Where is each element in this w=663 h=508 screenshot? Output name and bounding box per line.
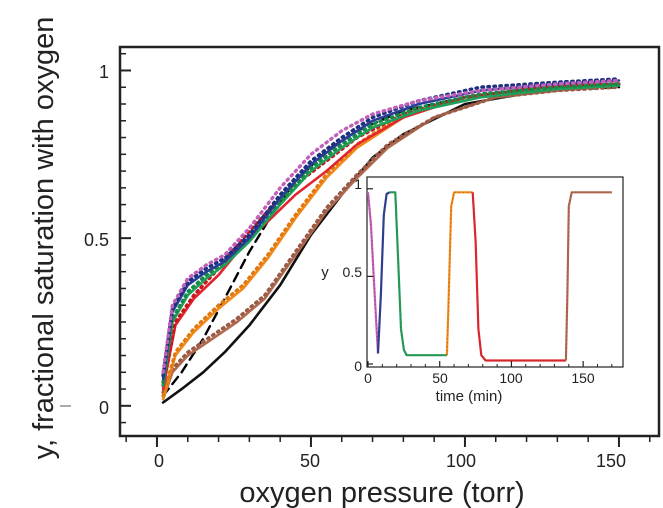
inset-ytick-label: 0 bbox=[354, 358, 362, 374]
inset-series-group bbox=[366, 191, 612, 362]
main-plot-frame bbox=[118, 45, 661, 438]
inset-y-tick-labels: 0 0.5 1 bbox=[343, 176, 363, 374]
inset-chart: 0 50 100 150 0 0.5 1 time (min) y bbox=[321, 176, 624, 405]
main-y-axis-title: y, fractional saturation with oxygen bbox=[28, 17, 60, 460]
inset-x-tick-labels: 0 50 100 150 bbox=[364, 370, 595, 386]
main-xtick-label: 0 bbox=[154, 451, 164, 471]
main-series-blue-dotted bbox=[161, 77, 621, 378]
main-x-axis-title: oxygen pressure (torr) bbox=[239, 477, 524, 508]
inset-x-axis-title: time (min) bbox=[436, 388, 503, 405]
main-ytick-label: 0.5 bbox=[84, 230, 109, 250]
main-series-group bbox=[161, 77, 621, 404]
inset-series-fit-magenta bbox=[367, 192, 379, 354]
inset-xtick-label: 0 bbox=[364, 370, 372, 386]
inset-series-fit-red bbox=[472, 192, 566, 361]
inset-series-fit-orange bbox=[446, 191, 473, 356]
main-chart: 0 50 100 150 0 0.5 1 oxygen pressure (to… bbox=[28, 17, 661, 508]
inset-xtick-label: 100 bbox=[499, 370, 523, 386]
main-xtick-label: 50 bbox=[300, 451, 320, 471]
main-y-tick-labels: 0 0.5 1 bbox=[84, 62, 109, 418]
main-series-green-dotted bbox=[161, 82, 621, 384]
inset-xtick-label: 50 bbox=[432, 370, 448, 386]
main-xtick-label: 150 bbox=[596, 451, 626, 471]
main-ytick-label: 0 bbox=[99, 398, 109, 418]
main-xtick-label: 100 bbox=[446, 451, 476, 471]
inset-series-fit-brown bbox=[565, 191, 612, 361]
main-series-model-black-dashed bbox=[161, 85, 621, 397]
inset-xtick-label: 150 bbox=[571, 370, 595, 386]
inset-ytick-label: 1 bbox=[354, 176, 362, 192]
inset-ytick-label: 0.5 bbox=[343, 264, 363, 280]
inset-ticks bbox=[367, 188, 613, 367]
main-series-green-solid bbox=[161, 84, 621, 388]
main-ticks bbox=[120, 52, 651, 447]
main-x-tick-labels: 0 50 100 150 bbox=[154, 451, 626, 471]
main-series-orange-dotted bbox=[161, 82, 621, 398]
inset-y-axis-title: y bbox=[321, 264, 329, 281]
inset-series-green bbox=[389, 191, 447, 357]
inset-series-fit-blue bbox=[377, 191, 390, 354]
main-ytick-label: 1 bbox=[99, 62, 109, 82]
inset-plot-frame bbox=[366, 176, 624, 368]
main-series-brown-dotted bbox=[161, 85, 621, 395]
main-series-magenta-dotted bbox=[161, 78, 621, 374]
